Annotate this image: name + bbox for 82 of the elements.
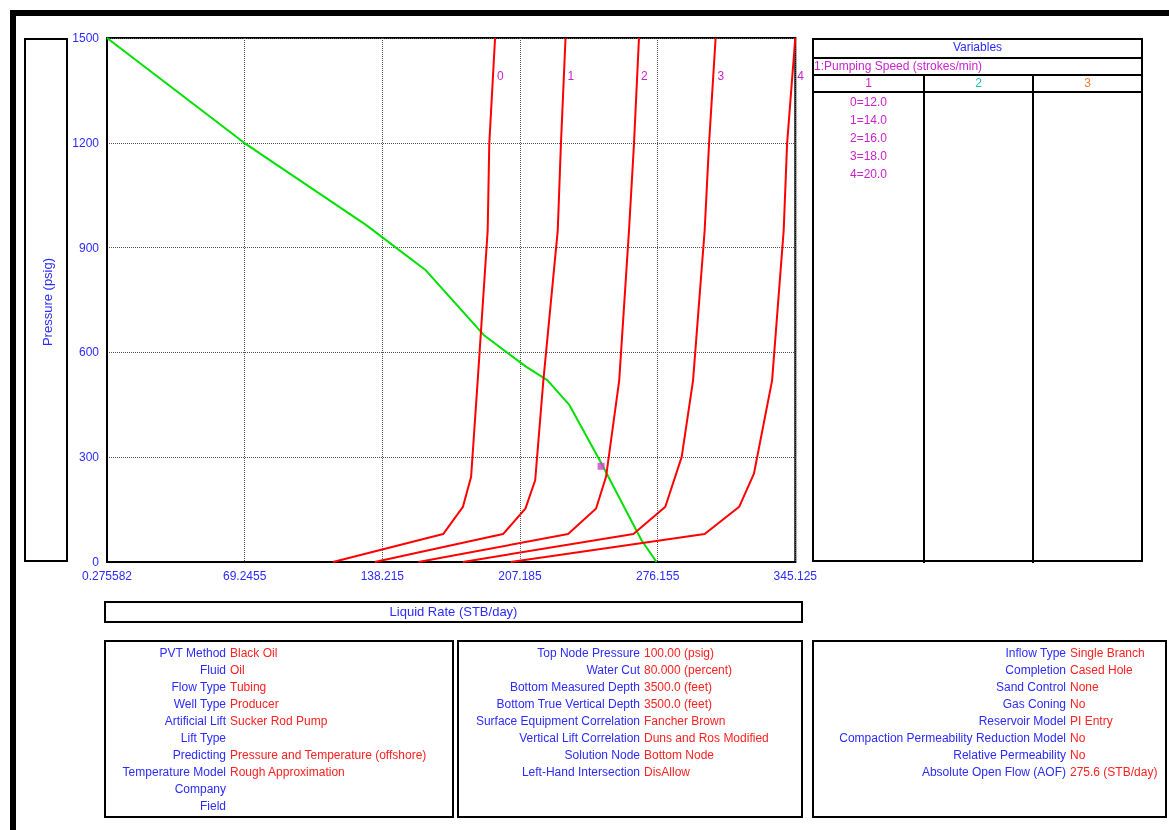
y-tick-label: 1200 xyxy=(72,135,100,150)
text: Fluid xyxy=(199,662,226,679)
line-series xyxy=(461,37,717,563)
text: Artificial Lift xyxy=(163,713,226,730)
x-tick-label: 345.125 xyxy=(773,569,818,583)
line-series xyxy=(417,37,640,563)
text: Black Oil xyxy=(229,645,278,662)
text: Water Cut xyxy=(585,662,640,679)
text: Sand Control xyxy=(994,679,1066,696)
x-tick-label: 138.215 xyxy=(360,569,405,583)
text: 3 xyxy=(1032,76,1141,91)
text: 3=18.0 xyxy=(848,148,888,165)
text: Surface Equipment Correlation xyxy=(474,713,640,730)
y-tick-label: 300 xyxy=(78,450,100,465)
text: Temperature Model xyxy=(121,764,226,781)
text: 1=14.0 xyxy=(848,112,888,129)
text: 1:Pumping Speed (strokes/min) xyxy=(814,59,1141,76)
y-axis-title: Pressure (psig) xyxy=(39,257,55,347)
text: Tubing xyxy=(229,679,267,696)
text: 3500.0 (feet) xyxy=(643,679,713,696)
text: 80.000 (percent) xyxy=(643,662,733,679)
text: None xyxy=(1069,679,1099,696)
x-tick-label: 276.155 xyxy=(635,569,680,583)
y-tick-label: 0 xyxy=(92,555,100,569)
text: No xyxy=(1069,730,1086,747)
text: Vertical Lift Correlation xyxy=(518,730,640,747)
series-label: 4 xyxy=(797,69,805,83)
x-tick-label: 69.2455 xyxy=(222,569,267,583)
text: Rough Approximation xyxy=(229,764,345,781)
line-series xyxy=(373,37,567,563)
text: Compaction Permeability Reduction Model xyxy=(838,730,1066,747)
text: 275.6 (STB/day) xyxy=(1069,764,1158,781)
text: Duns and Ros Modified xyxy=(643,730,769,747)
text: PI Entry xyxy=(1069,713,1113,730)
text: Completion xyxy=(1004,662,1066,679)
series-label: 0 xyxy=(497,69,505,83)
line-series xyxy=(331,37,497,563)
text: Single Branch xyxy=(1069,645,1145,662)
text: Reservoir Model xyxy=(977,713,1066,730)
text: Company xyxy=(173,781,226,798)
text: Field xyxy=(199,798,226,815)
text: PVT Method xyxy=(158,645,226,662)
text: Bottom True Vertical Depth xyxy=(495,696,640,713)
text: Inflow Type xyxy=(1004,645,1066,662)
text: Lift Type xyxy=(179,730,226,747)
x-tick-label: 0.275582 xyxy=(81,569,133,583)
text: Relative Permeability xyxy=(952,747,1066,764)
text: DisAllow xyxy=(643,764,691,781)
y-tick-label: 900 xyxy=(78,240,100,255)
text: Absolute Open Flow (AOF) xyxy=(920,764,1066,781)
text: No xyxy=(1069,747,1086,764)
text: Fancher Brown xyxy=(643,713,726,730)
text: Bottom Measured Depth xyxy=(508,679,640,696)
text: 100.00 (psig) xyxy=(643,645,715,662)
series-label: 2 xyxy=(640,69,648,83)
text: Cased Hole xyxy=(1069,662,1133,679)
text: Well Type xyxy=(172,696,226,713)
text: Solution Node xyxy=(563,747,640,764)
text: Predicting xyxy=(171,747,226,764)
text: No xyxy=(1069,696,1086,713)
text: Top Node Pressure xyxy=(536,645,640,662)
text: Variables xyxy=(814,40,1141,59)
y-tick-label: 1500 xyxy=(72,31,100,45)
series-label: 1 xyxy=(567,69,575,83)
text: 3500.0 (feet) xyxy=(643,696,713,713)
text: 2=16.0 xyxy=(848,130,888,147)
text: Pressure and Temperature (offshore) xyxy=(229,747,427,764)
text: Oil xyxy=(229,662,245,679)
text: Flow Type xyxy=(170,679,226,696)
x-axis-title: Liquid Rate (STB/day) xyxy=(104,601,803,623)
text: 2 xyxy=(923,76,1032,91)
x-tick-label: 207.185 xyxy=(498,569,542,583)
text: 0=12.0 xyxy=(848,94,888,111)
text: 1 xyxy=(864,76,873,91)
series-label: 3 xyxy=(717,69,725,83)
text: Gas Coning xyxy=(1001,696,1066,713)
text: Producer xyxy=(229,696,279,713)
y-tick-label: 600 xyxy=(78,345,100,360)
text: Sucker Rod Pump xyxy=(229,713,328,730)
text: Bottom Node xyxy=(643,747,715,764)
text: Left-Hand Intersection xyxy=(520,764,640,781)
text: 4=20.0 xyxy=(848,166,888,183)
